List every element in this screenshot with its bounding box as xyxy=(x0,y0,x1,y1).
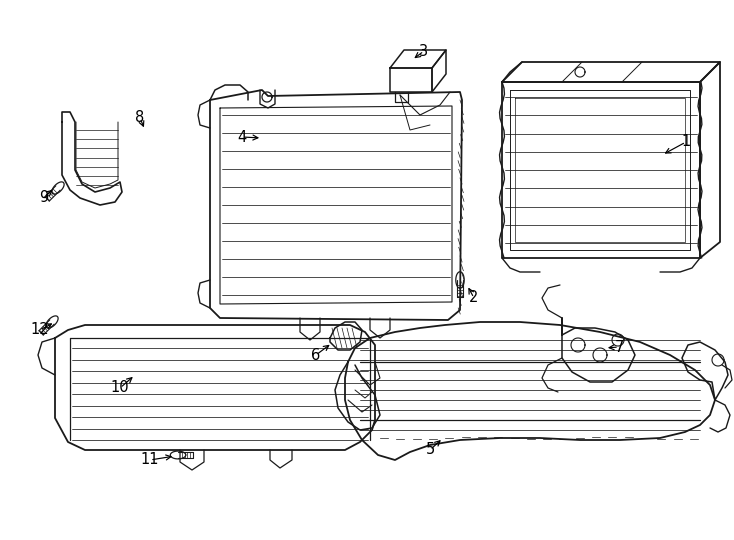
Text: 12: 12 xyxy=(31,322,49,338)
Text: 3: 3 xyxy=(419,44,429,58)
Text: 5: 5 xyxy=(426,442,435,457)
Text: 2: 2 xyxy=(469,291,479,306)
Text: 1: 1 xyxy=(681,134,691,150)
Text: 8: 8 xyxy=(135,111,145,125)
Text: 9: 9 xyxy=(40,190,48,205)
Text: 11: 11 xyxy=(141,453,159,468)
Text: 10: 10 xyxy=(111,381,129,395)
Text: 4: 4 xyxy=(237,130,247,145)
Text: 6: 6 xyxy=(311,348,321,362)
Text: 7: 7 xyxy=(614,340,624,354)
